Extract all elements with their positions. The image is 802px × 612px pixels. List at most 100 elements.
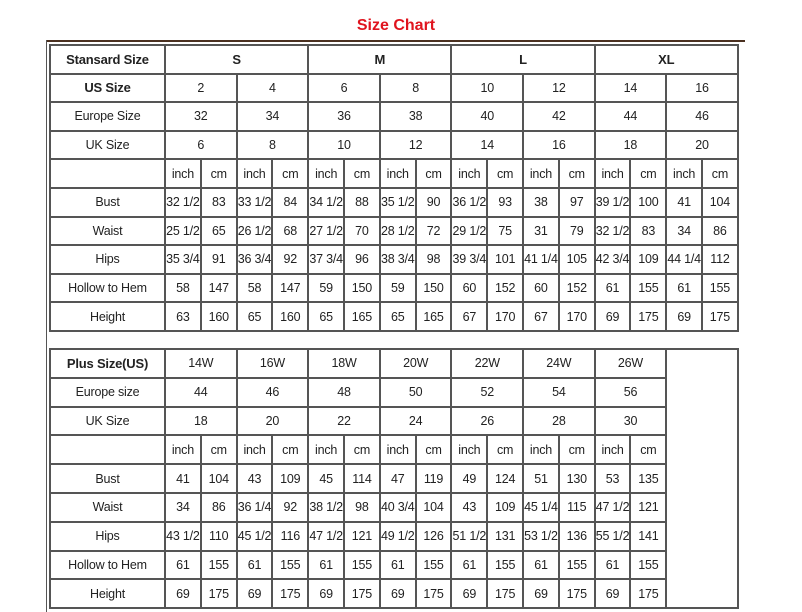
measurement-cell: 97	[557, 186, 596, 218]
us-size-cell: 22W	[450, 348, 525, 379]
measurement-cell: 69	[593, 578, 632, 610]
measurement-cell: 60	[522, 272, 560, 304]
us-size-cell: 4	[235, 72, 310, 104]
row-header: Height	[49, 578, 166, 610]
row-header: Plus Size(US)	[49, 348, 166, 379]
row-header: Europe Size	[49, 101, 166, 132]
measurement-cell: 155	[199, 549, 238, 581]
measurement-cell: 39 1/2	[593, 186, 632, 218]
measurement-cell: 65	[199, 215, 238, 247]
uk-size-row: UK Size 6 8 10 12 14 16 18 20	[49, 129, 739, 161]
europe-size-cell: 34	[235, 101, 310, 132]
measurement-cell: 105	[557, 244, 596, 275]
empty-cell	[49, 158, 166, 189]
measurement-cell: 150	[414, 272, 453, 304]
measurement-cell: 104	[414, 491, 453, 523]
uk-size-cell: 16	[522, 129, 596, 161]
measurement-cell: 175	[557, 578, 596, 610]
measurement-row: Hips 35 3/4 91 36 3/4 92 37 3/4 96 38 3/4 98 39 3…	[49, 244, 739, 275]
unit-header: inch	[450, 158, 489, 189]
measurement-cell: 114	[343, 463, 381, 494]
measurement-cell: 39 3/4	[450, 244, 489, 275]
us-size-cell: 16	[665, 72, 739, 104]
measurement-cell: 36 1/4	[235, 491, 274, 523]
measurement-row: Bust 32 1/2 83 33 1/2 84 34 1/2 88 35 1/2 90 36 1…	[49, 186, 739, 218]
measurement-cell: 141	[629, 520, 668, 552]
europe-size-cell: 56	[593, 376, 668, 408]
size-group-header: L	[450, 44, 596, 75]
uk-size-cell: 20	[235, 405, 310, 437]
measurement-cell: 61	[235, 549, 274, 581]
empty-column	[665, 347, 740, 610]
size-group-header: S	[163, 44, 310, 75]
measurement-cell: 121	[629, 491, 668, 523]
measurement-cell: 155	[701, 272, 739, 304]
measurement-cell: 61	[593, 272, 632, 304]
measurement-cell: 35 3/4	[164, 244, 202, 275]
measurement-cell: 126	[414, 520, 453, 552]
measurement-cell: 93	[486, 186, 525, 218]
us-size-cell: 16W	[235, 348, 310, 379]
measurement-cell: 116	[271, 520, 310, 552]
measurement-cell: 58	[164, 272, 202, 304]
uk-size-cell: 12	[378, 129, 453, 161]
measurement-cell: 38 1/2	[307, 491, 346, 523]
measurement-cell: 136	[557, 520, 596, 552]
unit-header: inch	[378, 434, 417, 466]
measurement-cell: 152	[557, 272, 596, 304]
measurement-cell: 170	[557, 301, 596, 332]
measurement-cell: 100	[629, 186, 668, 218]
measurement-cell: 91	[199, 244, 238, 275]
unit-header: cm	[271, 434, 310, 466]
measurement-cell: 70	[343, 215, 381, 247]
measurement-cell: 175	[199, 578, 238, 610]
unit-header: cm	[629, 158, 668, 189]
measurement-cell: 98	[414, 244, 453, 275]
measurement-cell: 26 1/2	[235, 215, 274, 247]
unit-header: inch	[307, 434, 346, 466]
us-size-cell: 24W	[522, 348, 596, 379]
measurement-cell: 135	[629, 463, 668, 494]
unit-header: inch	[235, 158, 274, 189]
europe-size-cell: 44	[593, 101, 668, 132]
unit-header: inch	[522, 434, 560, 466]
measurement-cell: 49	[450, 463, 489, 494]
measurement-cell: 43	[235, 463, 274, 494]
europe-size-cell: 50	[378, 376, 453, 408]
measurement-cell: 41	[164, 463, 202, 494]
measurement-row: Hips 43 1/2 110 45 1/2 116 47 1/2 121 49 1/2 126…	[49, 520, 738, 552]
us-size-cell: 12	[522, 72, 596, 104]
uk-size-row: UK Size 18 20 22 24 26 28 30	[49, 405, 738, 437]
measurement-cell: 55 1/2	[593, 520, 632, 552]
left-divider	[46, 40, 47, 612]
measurement-cell: 160	[199, 301, 238, 332]
measurement-cell: 155	[557, 549, 596, 581]
measurement-cell: 34	[164, 491, 202, 523]
measurement-cell: 32 1/2	[593, 215, 632, 247]
size-group-row: Stansard Size S M L XL	[49, 44, 739, 75]
measurement-cell: 59	[378, 272, 417, 304]
us-size-cell: 10	[450, 72, 525, 104]
measurement-cell: 69	[378, 578, 417, 610]
measurement-cell: 69	[450, 578, 489, 610]
us-size-cell: 6	[307, 72, 381, 104]
size-group-header: XL	[593, 44, 739, 75]
measurement-cell: 33 1/2	[235, 186, 274, 218]
measurement-cell: 150	[343, 272, 381, 304]
row-header: Hollow to Hem	[49, 272, 166, 304]
us-size-cell: 26W	[593, 348, 668, 379]
measurement-cell: 119	[414, 463, 453, 494]
measurement-cell: 115	[557, 491, 596, 523]
uk-size-cell: 18	[593, 129, 668, 161]
measurement-cell: 34 1/2	[307, 186, 346, 218]
measurement-cell: 92	[271, 491, 310, 523]
measurement-cell: 67	[522, 301, 560, 332]
measurement-cell: 36 3/4	[235, 244, 274, 275]
measurement-cell: 61	[164, 549, 202, 581]
unit-header: inch	[593, 158, 632, 189]
us-size-cell: 20W	[378, 348, 453, 379]
page-title: Size Chart	[356, 17, 436, 34]
measurement-cell: 68	[271, 215, 310, 247]
measurement-cell: 29 1/2	[450, 215, 489, 247]
measurement-cell: 69	[593, 301, 632, 332]
